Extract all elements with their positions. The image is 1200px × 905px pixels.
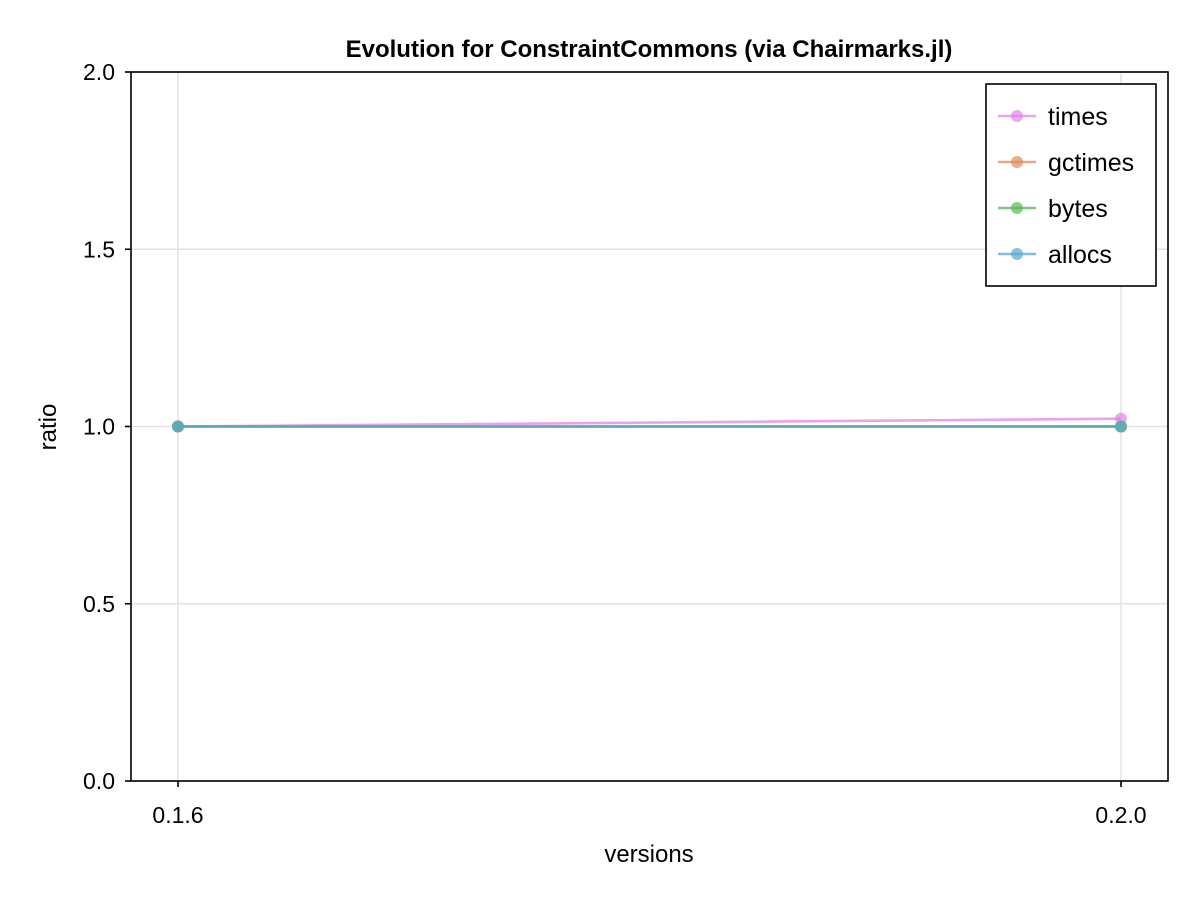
ticks-layer: 0.0 0.5 1.0 1.5 2.0 0.1.6 0.2.0: [83, 59, 1147, 828]
legend-label: gctimes: [1048, 149, 1134, 177]
legend: times gctimes bytes allocs: [985, 83, 1157, 287]
legend-label: bytes: [1048, 195, 1108, 223]
legend-swatch-marker: [1011, 156, 1023, 168]
y-tick-label: 1.5: [83, 236, 115, 262]
data-point-allocs: [172, 420, 184, 433]
y-tick-label: 1.0: [83, 414, 115, 440]
legend-label: times: [1048, 103, 1108, 131]
x-axis-label: versions: [604, 841, 693, 868]
y-tick-label: 2.0: [83, 59, 115, 85]
y-tick-label: 0.0: [83, 768, 115, 794]
legend-item-allocs: allocs: [998, 241, 1112, 269]
legend-swatch-marker: [1011, 202, 1023, 214]
series-allocs: [172, 420, 1127, 433]
y-tick-label: 0.5: [83, 591, 115, 617]
series-layer: [172, 412, 1127, 433]
x-tick-label: 0.2.0: [1095, 802, 1146, 828]
legend-item-bytes: bytes: [998, 195, 1108, 223]
legend-item-gctimes: gctimes: [998, 149, 1134, 177]
legend-label: allocs: [1048, 241, 1112, 269]
x-tick-label: 0.1.6: [152, 802, 203, 828]
series-times: [172, 412, 1127, 433]
data-point-allocs: [1115, 420, 1127, 433]
chart-title: Evolution for ConstraintCommons (via Cha…: [346, 36, 953, 63]
legend-item-times: times: [998, 103, 1108, 131]
y-axis-label: ratio: [35, 404, 62, 451]
legend-swatch-marker: [1011, 110, 1023, 122]
legend-items: times gctimes bytes allocs: [998, 103, 1134, 269]
legend-swatch-marker: [1011, 248, 1023, 260]
